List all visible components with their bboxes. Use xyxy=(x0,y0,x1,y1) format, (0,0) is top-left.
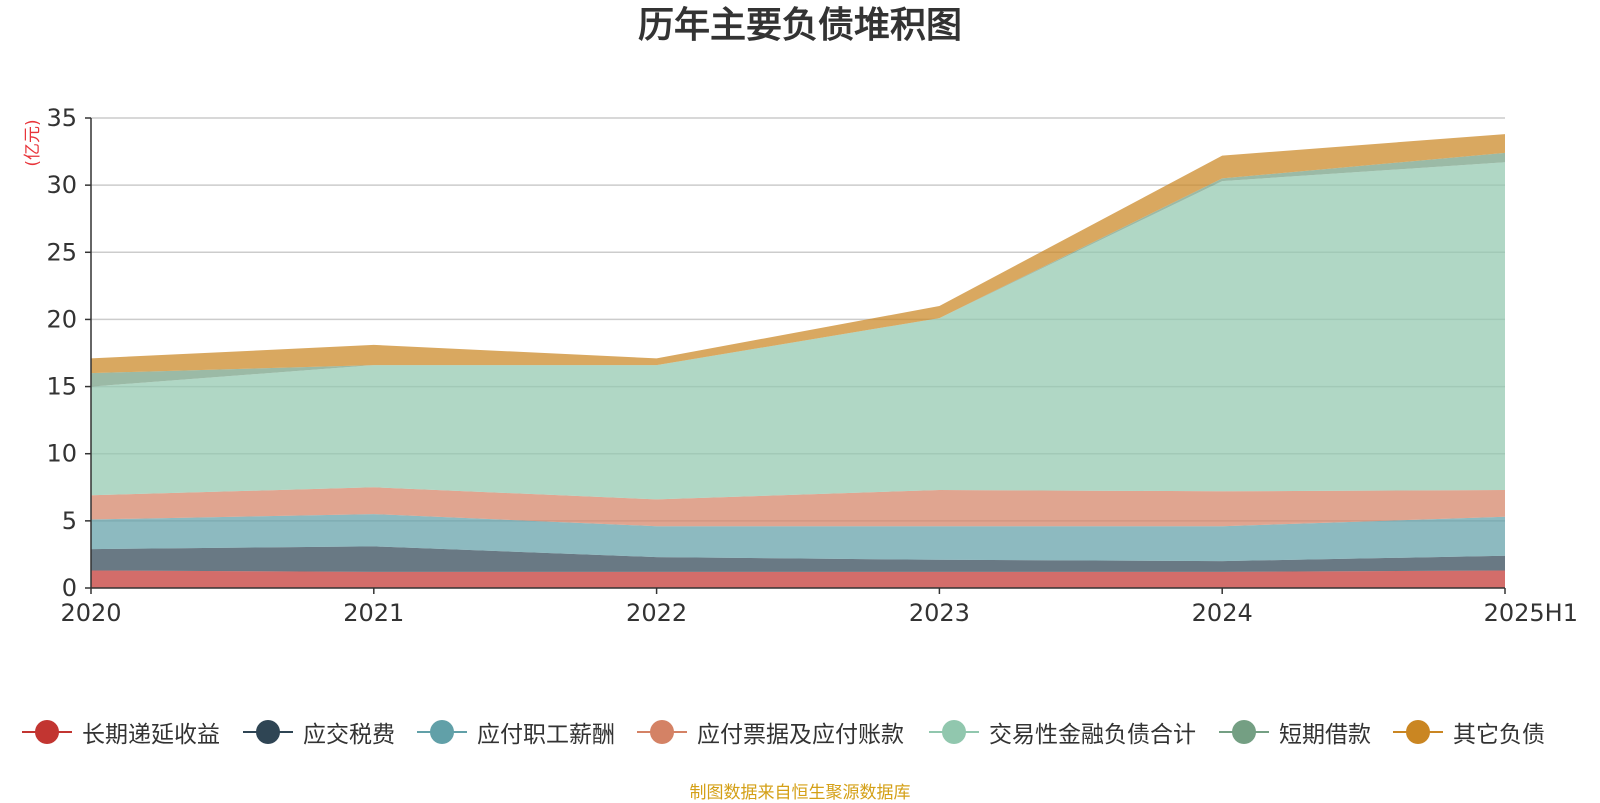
y-tick-label: 15 xyxy=(46,373,77,401)
axes xyxy=(85,117,1506,594)
x-tick-labels: 2020 2021 2022 2023 2024 2025H1 xyxy=(60,599,1578,627)
area-series-应交税费 xyxy=(91,546,1505,572)
area-series-应付职工薪酬 xyxy=(91,514,1505,562)
y-tick-label: 10 xyxy=(46,440,77,468)
chart-title: 历年主要负债堆积图 xyxy=(637,5,962,46)
legend-label: 应付票据及应付账款 xyxy=(697,722,904,748)
legend-marker-icon xyxy=(417,719,467,745)
x-tick-label: 2024 xyxy=(1192,599,1253,627)
y-tick-label: 20 xyxy=(46,305,77,333)
y-tick-label: 35 xyxy=(46,104,77,132)
y-tick-labels: 0 5 10 15 20 25 30 35 xyxy=(46,104,77,602)
legend-item[interactable]: 长期递延收益 xyxy=(22,712,220,752)
y-tick-label: 5 xyxy=(62,507,77,535)
y-axis-unit-label: (亿元) xyxy=(23,119,43,166)
x-tick-label: 2025H1 xyxy=(1484,599,1578,627)
legend-item[interactable]: 应付职工薪酬 xyxy=(417,712,615,752)
legend-item[interactable]: 短期借款 xyxy=(1219,712,1371,752)
y-tick-label: 0 xyxy=(62,574,77,602)
y-tick-label: 30 xyxy=(46,171,77,199)
legend-label: 短期借款 xyxy=(1279,722,1371,748)
legend-marker-icon xyxy=(1219,719,1269,745)
area-series-其它负债 xyxy=(91,134,1505,374)
legend-item[interactable]: 应交税费 xyxy=(243,712,395,752)
legend-item[interactable]: 交易性金融负债合计 xyxy=(929,712,1196,752)
x-tick-label: 2022 xyxy=(626,599,687,627)
x-tick-label: 2023 xyxy=(909,599,970,627)
x-tick-label: 2021 xyxy=(343,599,404,627)
area-series-长期递延收益 xyxy=(91,570,1505,588)
legend-item[interactable]: 应付票据及应付账款 xyxy=(637,712,904,752)
area-series-应付票据及应付账款 xyxy=(91,487,1505,527)
area-series-交易性金融负债合计 xyxy=(91,162,1505,500)
legend-label: 应付职工薪酬 xyxy=(477,722,615,748)
x-tick-label: 2020 xyxy=(60,599,121,627)
chart-legend: 长期递延收益 应交税费 应付职工薪酬 应付票据及应付账款 交易性金融负债合计 短期借款 其它… xyxy=(0,712,1600,752)
legend-marker-icon xyxy=(929,719,979,745)
legend-label: 其它负债 xyxy=(1453,722,1545,748)
legend-label: 应交税费 xyxy=(303,722,395,748)
y-tick-label: 25 xyxy=(46,238,77,266)
legend-item[interactable]: 其它负债 xyxy=(1393,712,1545,752)
legend-marker-icon xyxy=(22,719,72,745)
legend-marker-icon xyxy=(1393,719,1443,745)
legend-label: 长期递延收益 xyxy=(82,722,220,748)
legend-marker-icon xyxy=(637,719,687,745)
legend-label: 交易性金融负债合计 xyxy=(989,722,1196,748)
area-series xyxy=(91,134,1505,588)
legend-marker-icon xyxy=(243,719,293,745)
source-note: 制图数据来自恒生聚源数据库 xyxy=(689,783,911,803)
